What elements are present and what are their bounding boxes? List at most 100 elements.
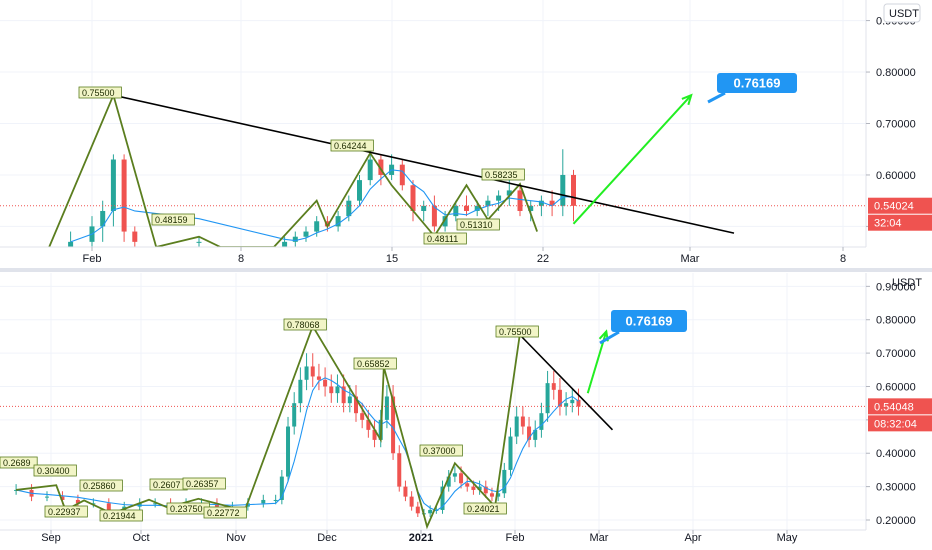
candle-body <box>517 190 523 211</box>
pivot-label: 0.51310 <box>456 218 500 231</box>
pivot-label: 0.21944 <box>99 509 143 522</box>
price-tick-label: 0.60000 <box>876 170 916 182</box>
pivot-label-text: 0.22772 <box>207 508 240 518</box>
pivot-label: 0.75500 <box>78 86 122 99</box>
candle-body <box>196 241 202 243</box>
currency-box <box>883 3 921 23</box>
time-tick-label: 2021 <box>409 532 433 544</box>
candle-body <box>346 200 352 217</box>
pivot-label-text: 0.25860 <box>83 481 116 491</box>
pivot-label-text: 0.22937 <box>48 507 81 517</box>
pivot-label-box <box>419 444 463 457</box>
candle-body <box>527 426 532 440</box>
pivot-label: 0.25860 <box>79 479 123 492</box>
pivot-label-text: 0.24021 <box>467 504 500 514</box>
pivot-label-text: 0.64244 <box>334 141 367 151</box>
pivot-label-text: 0.2607 <box>153 480 181 490</box>
candle-body <box>110 159 116 211</box>
panel-1-price-axis: 0.900000.800000.700000.600000.50000USDT0… <box>865 0 932 247</box>
last-price-badge <box>868 197 932 214</box>
target-price-label: 0.76169 <box>734 76 781 91</box>
candle-body <box>324 221 330 227</box>
pivot-label-text: 0.23750 <box>170 504 203 514</box>
candle-body <box>545 383 550 414</box>
time-tick-label: 8 <box>840 253 846 265</box>
candle-body <box>372 429 377 440</box>
time-tick-label: 15 <box>386 253 398 265</box>
candle-body <box>335 216 341 227</box>
pivot-label-text: 0.78068 <box>287 320 320 330</box>
pivot-label-box <box>463 502 507 515</box>
panel-long-term: 0.900000.800000.700000.600000.500000.400… <box>0 273 932 544</box>
pivot-label-box <box>495 325 539 338</box>
candle-body <box>446 476 451 487</box>
currency-label: USDT <box>889 8 919 20</box>
candle-body <box>100 210 106 227</box>
pivot-label: 0.2607 <box>149 478 188 491</box>
pivot-label-box <box>283 318 327 331</box>
candle-body <box>453 205 459 217</box>
candle-body <box>121 159 127 232</box>
candle-body <box>367 159 373 181</box>
panel-separator <box>0 268 932 272</box>
pivot-label: 0.37000 <box>419 444 463 457</box>
candle-body <box>60 496 65 500</box>
pivot-label-box <box>481 168 525 181</box>
pivot-label-text: 0.48159 <box>155 215 188 225</box>
resistance-trendline <box>113 94 735 234</box>
candle-body <box>410 185 416 211</box>
time-tick-label: Oct <box>132 532 149 544</box>
panel-short-term: 0.900000.800000.700000.600000.50000USDT0… <box>0 0 932 265</box>
time-tick-label: Feb <box>83 253 102 265</box>
candle-body <box>551 383 556 390</box>
panel-2-price-axis: 0.900000.800000.700000.600000.500000.400… <box>865 273 932 530</box>
candle-body <box>474 205 480 211</box>
price-tick-label: 0.40000 <box>876 448 916 460</box>
candle-body <box>428 509 433 514</box>
panel-1-grid <box>0 0 866 247</box>
time-tick-label: May <box>777 532 798 544</box>
pivot-label-text: 0.51310 <box>460 220 493 230</box>
pivot-label-text: 0.37000 <box>423 446 456 456</box>
price-tick-label: 0.30000 <box>876 482 916 494</box>
time-tick-label: 22 <box>537 253 549 265</box>
time-tick-label: Feb <box>506 532 525 544</box>
pivot-label: 0.48111 <box>423 232 467 245</box>
candle-body <box>431 205 437 227</box>
zigzag-pattern <box>15 324 521 530</box>
pivot-label-box <box>456 218 500 231</box>
candle-body <box>329 386 334 394</box>
pivot-label: 0.26357 <box>182 477 226 490</box>
projection-arrow-head <box>681 93 693 106</box>
candle-body <box>459 473 464 484</box>
candle-body <box>378 159 384 175</box>
pivot-label-box <box>203 506 247 519</box>
candle-body <box>384 396 389 420</box>
pivot-label: 0.65852 <box>353 357 397 370</box>
target-callout-pointer <box>707 91 726 104</box>
countdown-label: 32:04 <box>874 218 902 230</box>
candle-body <box>496 493 501 497</box>
target-callout: 0.76169 <box>707 73 797 104</box>
currency-label: USDT <box>892 277 922 289</box>
price-tick-label: 0.70000 <box>876 348 916 360</box>
time-tick-label: Mar <box>681 253 700 265</box>
candle-body <box>303 231 309 237</box>
candle-body <box>496 195 502 201</box>
candle-body <box>399 164 405 186</box>
countdown-badge <box>868 214 932 231</box>
pivot-label: 0.22937 <box>44 505 88 518</box>
price-tick-label: 0.80000 <box>876 67 916 79</box>
last-price-label: 0.54048 <box>874 401 914 413</box>
candle-body <box>397 453 402 487</box>
pivot-label-text: 0.75500 <box>82 88 115 98</box>
candle-body <box>316 376 321 380</box>
pivot-label-text: 0.48111 <box>427 234 458 244</box>
candle-body <box>304 366 309 380</box>
candle-body <box>366 419 371 430</box>
candle-body <box>403 486 408 497</box>
candle-body <box>549 200 555 206</box>
candle-body <box>471 486 476 490</box>
pivot-label-box <box>44 505 88 518</box>
pivot-label-text: 0.21944 <box>103 511 136 521</box>
